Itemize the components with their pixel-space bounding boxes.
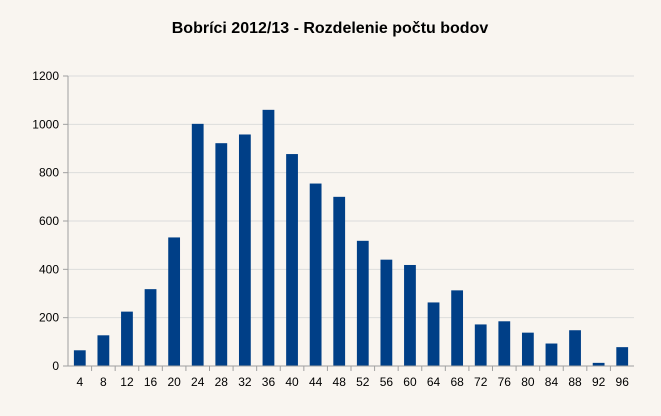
x-tick-label: 88 [568,375,582,389]
x-tick-label: 56 [380,375,394,389]
x-tick-label: 4 [76,375,83,389]
axes [67,76,634,367]
y-tick-label: 1200 [32,69,59,83]
bar [73,350,86,366]
x-tick-label: 64 [427,375,441,389]
x-tick-label: 68 [450,375,464,389]
x-tick-label: 48 [333,375,347,389]
x-tick-label: 20 [167,375,181,389]
bar [616,347,629,366]
bar [121,311,133,366]
bar [215,143,228,366]
x-tick-label: 80 [521,375,535,389]
x-tick-label: 24 [191,375,205,389]
grid-lines [63,75,634,371]
bar [356,240,369,366]
y-tick-label: 1000 [32,117,59,131]
y-tick-label: 800 [39,166,59,180]
x-tick-label: 44 [309,375,323,389]
bar [545,343,558,366]
bar [168,237,181,366]
x-tick-label: 84 [545,375,559,389]
x-tick-label: 52 [356,375,370,389]
bar [474,324,487,366]
x-tick-label: 12 [120,375,134,389]
x-tick-label: 28 [215,375,229,389]
bars [73,109,629,366]
x-tick-label: 8 [100,375,107,389]
bar [521,332,534,366]
y-tick-labels: 0 200 400 600 800 1000 1200 [32,69,59,373]
bar [144,289,157,366]
bar [309,183,322,366]
bar [380,259,393,366]
y-tick-label: 400 [39,262,59,276]
bar [569,330,581,366]
y-tick-label: 600 [39,214,59,228]
bar [286,154,298,366]
bar [97,335,110,366]
bar [451,290,464,366]
bar [404,264,416,366]
bar [191,123,204,366]
y-tick-label: 0 [52,359,59,373]
x-tick-labels: 4 8 12 16 20 24 28 32 36 40 44 48 52 56 60 64 68 72 76 80 84… [76,375,629,389]
x-tick-label: 76 [498,375,512,389]
bar [238,134,251,366]
bar [498,321,511,366]
bar [333,196,346,366]
chart-title: Bobríci 2012/13 - Rozdelenie počtu bodov [172,20,489,37]
bar [262,109,275,366]
x-tick-label: 16 [144,375,158,389]
x-tick-label: 32 [238,375,252,389]
y-tick-label: 200 [39,311,59,325]
x-tick-label: 40 [285,375,299,389]
x-tick-label: 92 [592,375,606,389]
bar [427,302,440,366]
x-tick-label: 36 [262,375,276,389]
x-tick-label: 96 [616,375,630,389]
x-tick-label: 72 [474,375,488,389]
bar [592,362,605,366]
x-tick-label: 60 [403,375,417,389]
